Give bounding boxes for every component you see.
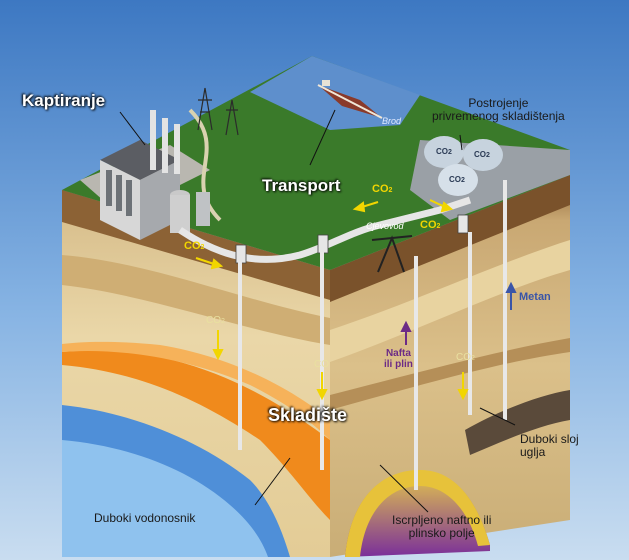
front-aquifer-light <box>62 440 268 557</box>
label-interim-storage-line1: Postrojenje <box>468 96 529 110</box>
pipeline <box>178 196 472 263</box>
tank-label-3: CO2 <box>449 175 465 185</box>
label-storage: Skladište <box>268 405 348 425</box>
tank-label-2-main: CO <box>474 150 486 159</box>
right-dark-band <box>330 338 570 410</box>
co2-label-pipeline-main: CO <box>372 183 389 195</box>
label-capture: Kaptiranje <box>22 91 106 110</box>
right-coal-bed <box>465 390 570 455</box>
co2-label-aquifer-main: CO <box>206 315 221 326</box>
tank-label-1-main: CO <box>436 147 448 156</box>
wellhead-icon <box>235 214 469 264</box>
co2-label-tanks-main: CO <box>420 219 437 231</box>
methane-arrow <box>505 281 517 310</box>
co2-label-capture: CO2 <box>184 240 204 252</box>
label-depleted-field: Iscrpljeno naftno ili plinsko polje <box>392 513 492 541</box>
right-topsoil <box>330 175 570 302</box>
label-deep-coal-line2: uglja <box>520 445 546 460</box>
co2-label-tanks: CO2 <box>420 219 440 231</box>
oil-gas-arrow <box>400 320 412 345</box>
front-sand-layer <box>62 255 330 345</box>
label-depleted-field-line2: plinsko polje <box>408 526 475 541</box>
tank-label-3-main: CO <box>449 175 461 184</box>
co2-label-coal: CO2 <box>456 352 475 363</box>
leader-lines <box>119 109 516 513</box>
label-interim-storage: Postrojenje privremenog skladištenja <box>432 96 565 124</box>
label-oil-gas-line1: Nafta <box>385 348 411 359</box>
label-oil-gas: Nafta ili plin <box>384 348 413 370</box>
label-methane: Metan <box>519 291 551 303</box>
label-deep-coal: Duboki sloj uglja <box>520 432 579 460</box>
factory-icon <box>100 110 210 240</box>
ship-icon <box>317 80 383 119</box>
co2-label-center: CO <box>314 359 329 370</box>
co2-label-aquifer: CO2 <box>206 315 225 326</box>
right-coal-seam <box>330 240 570 362</box>
co2-label-capture-sub: 2 <box>200 244 205 251</box>
co2-label-pipeline-sub: 2 <box>388 187 393 194</box>
label-ship: Brod <box>382 116 402 126</box>
label-deep-aquifer: Duboki vodonosnik <box>94 511 196 525</box>
tank-label-1: CO2 <box>436 147 452 157</box>
co2-arrows <box>195 199 469 401</box>
power-pylon-icon <box>197 87 239 136</box>
wells <box>238 180 507 490</box>
co2-label-pipeline: CO2 <box>372 183 392 195</box>
tank-label-1-sub: 2 <box>448 149 452 156</box>
front-orange-layer-light <box>62 341 330 440</box>
label-interim-storage-line2: privremenog skladištenja <box>432 109 565 124</box>
co2-label-capture-main: CO <box>184 240 201 252</box>
label-deep-coal-line1: Duboki sloj <box>520 432 579 446</box>
label-transport: Transport <box>262 176 341 195</box>
front-orange-layer <box>62 350 330 520</box>
storage-tank-icon <box>424 136 503 196</box>
pumpjack-icon <box>371 235 413 273</box>
label-pipeline: Cjevovod <box>366 221 404 231</box>
co2-label-aquifer-sub: 2 <box>221 318 225 325</box>
tank-label-3-sub: 2 <box>461 177 465 184</box>
label-depleted-field-line1: Iscrpljeno naftno ili <box>392 513 492 527</box>
tank-label-2: CO2 <box>474 150 490 160</box>
tank-label-2-sub: 2 <box>486 152 490 159</box>
label-oil-gas-line2: ili plin <box>384 359 413 370</box>
co2-label-coal-sub: 2 <box>471 355 475 362</box>
co2-label-coal-main: CO <box>456 352 471 363</box>
co2-label-tanks-sub: 2 <box>436 223 441 230</box>
right-oil-field-cap <box>345 470 490 557</box>
